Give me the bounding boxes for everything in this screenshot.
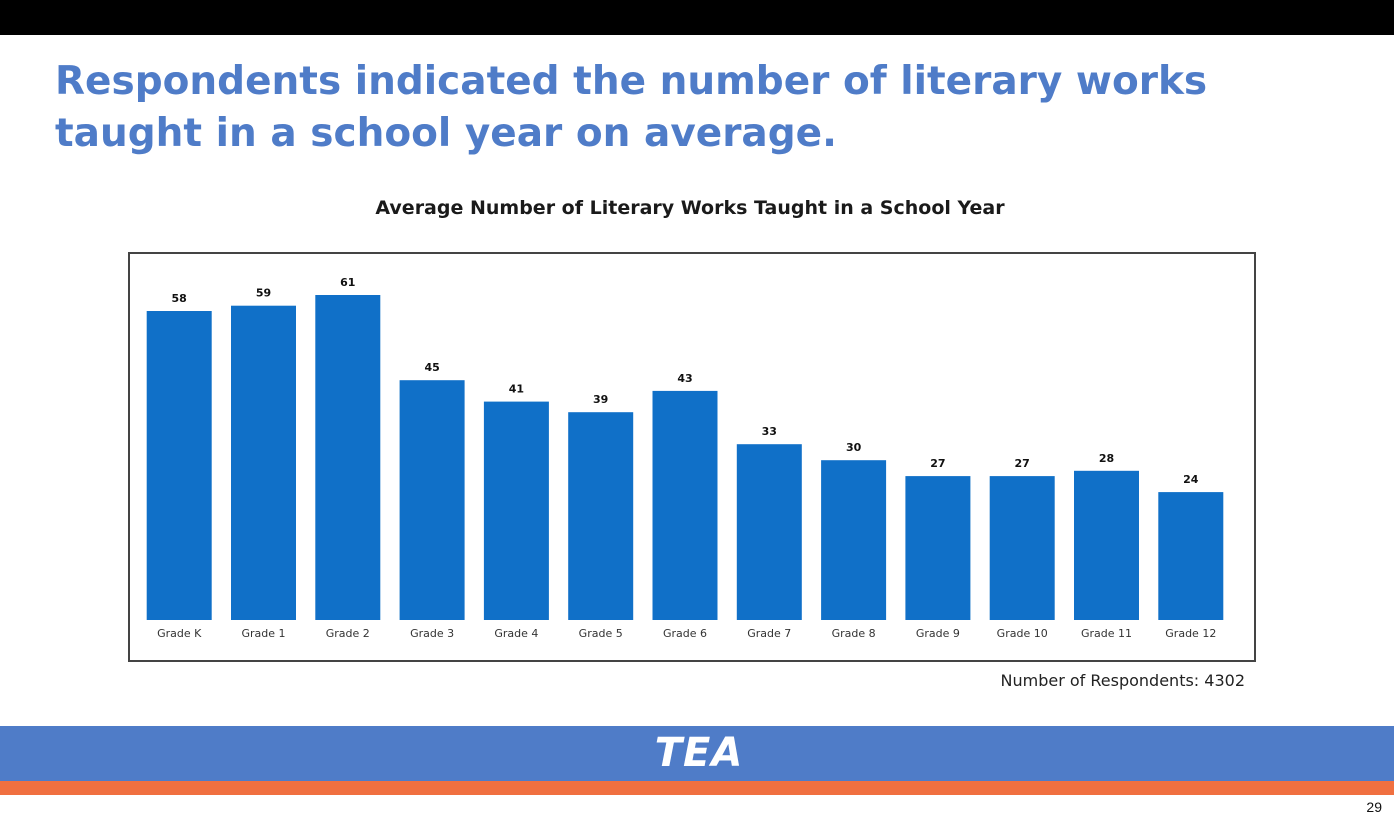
data-label: 24: [1183, 473, 1199, 486]
x-tick-label: Grade 12: [1165, 627, 1216, 640]
data-label: 61: [340, 276, 355, 289]
bar-grade-4: [483, 401, 549, 620]
data-label: 45: [424, 361, 439, 374]
x-tick-label: Grade 8: [832, 627, 876, 640]
footer-stripe: [0, 781, 1394, 795]
data-label: 58: [172, 292, 187, 305]
bar-grade-9: [905, 476, 971, 620]
x-tick-label: Grade 2: [326, 627, 370, 640]
data-label: 27: [930, 457, 945, 470]
x-tick-label: Grade K: [157, 627, 202, 640]
x-tick-label: Grade 11: [1081, 627, 1132, 640]
x-tick-label: Grade 7: [747, 627, 791, 640]
bar-grade-12: [1158, 492, 1224, 620]
data-label: 30: [846, 441, 862, 454]
bar-grade-5: [568, 412, 634, 620]
top-bar: [0, 0, 1394, 35]
chart-title: Average Number of Literary Works Taught …: [375, 197, 1005, 219]
bar-grade-3: [399, 380, 465, 620]
data-label: 33: [762, 425, 777, 438]
footer-band: [0, 726, 1394, 781]
x-tick-label: Grade 9: [916, 627, 960, 640]
x-tick-label: Grade 4: [494, 627, 538, 640]
x-tick-label: Grade 6: [663, 627, 707, 640]
bar-grade-6: [652, 390, 718, 620]
data-label: 27: [1015, 457, 1030, 470]
bar-grade-11: [1074, 470, 1139, 620]
tea-logo: TEA: [634, 726, 764, 781]
data-label: 41: [509, 383, 524, 396]
bar-grade-k: [146, 311, 212, 620]
x-tick-label: Grade 1: [241, 627, 285, 640]
respondents-note: Number of Respondents: 4302: [1000, 671, 1245, 690]
bar-grade-2: [315, 295, 381, 620]
bar-grade-7: [736, 444, 802, 620]
data-label: 39: [593, 393, 608, 406]
data-label: 28: [1099, 452, 1114, 465]
logo-text: TEA: [654, 730, 744, 776]
x-tick-label: Grade 10: [997, 627, 1048, 640]
data-label: 43: [677, 372, 692, 385]
slide-title: Respondents indicated the number of lite…: [55, 59, 1208, 156]
x-tick-label: Grade 3: [410, 627, 454, 640]
bars-group: 58 Grade K 59 Grade 1 61 Grade 2 45 Grade 3 41 Gr…: [146, 276, 1224, 640]
bar-grade-1: [231, 305, 296, 620]
x-tick-label: Grade 5: [579, 627, 623, 640]
data-label: 59: [256, 287, 271, 300]
bar-grade-10: [989, 476, 1055, 620]
page-number: 29: [1366, 799, 1382, 815]
bar-grade-8: [821, 460, 887, 620]
